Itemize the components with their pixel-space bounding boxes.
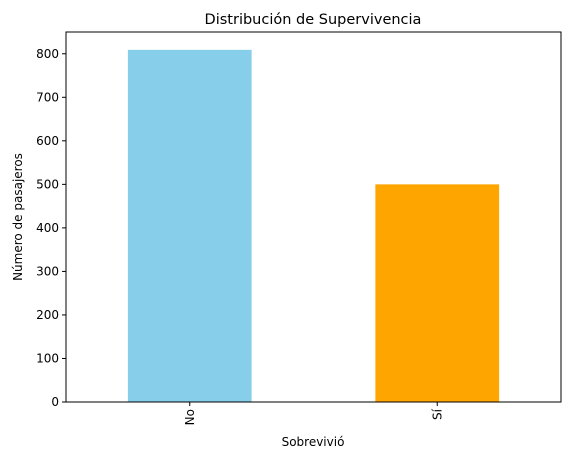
- x-axis-label: Sobrevivió: [282, 435, 345, 449]
- y-tick-label: 600: [36, 134, 59, 148]
- bars-layer: [127, 49, 500, 403]
- y-tick-label: 200: [36, 308, 59, 322]
- y-tick-label: 700: [36, 90, 59, 104]
- bar-si: [375, 184, 500, 402]
- x-tick-label: No: [183, 409, 197, 425]
- y-tick-label: 300: [36, 264, 59, 278]
- y-tick-label: 0: [51, 395, 59, 409]
- axes-layer: No Sí 0 100 200 300 400 500 600 700 800: [36, 47, 444, 426]
- y-tick-label: 100: [36, 351, 59, 365]
- y-tick-label: 800: [36, 47, 59, 61]
- y-tick-label: 500: [36, 177, 59, 191]
- x-tick-label: Sí: [430, 408, 444, 420]
- y-tick-label: 400: [36, 221, 59, 235]
- y-axis-label: Número de pasajeros: [11, 153, 25, 281]
- bar-no: [127, 49, 252, 403]
- chart-title: Distribución de Supervivencia: [205, 12, 422, 28]
- plot-frame: [65, 31, 562, 403]
